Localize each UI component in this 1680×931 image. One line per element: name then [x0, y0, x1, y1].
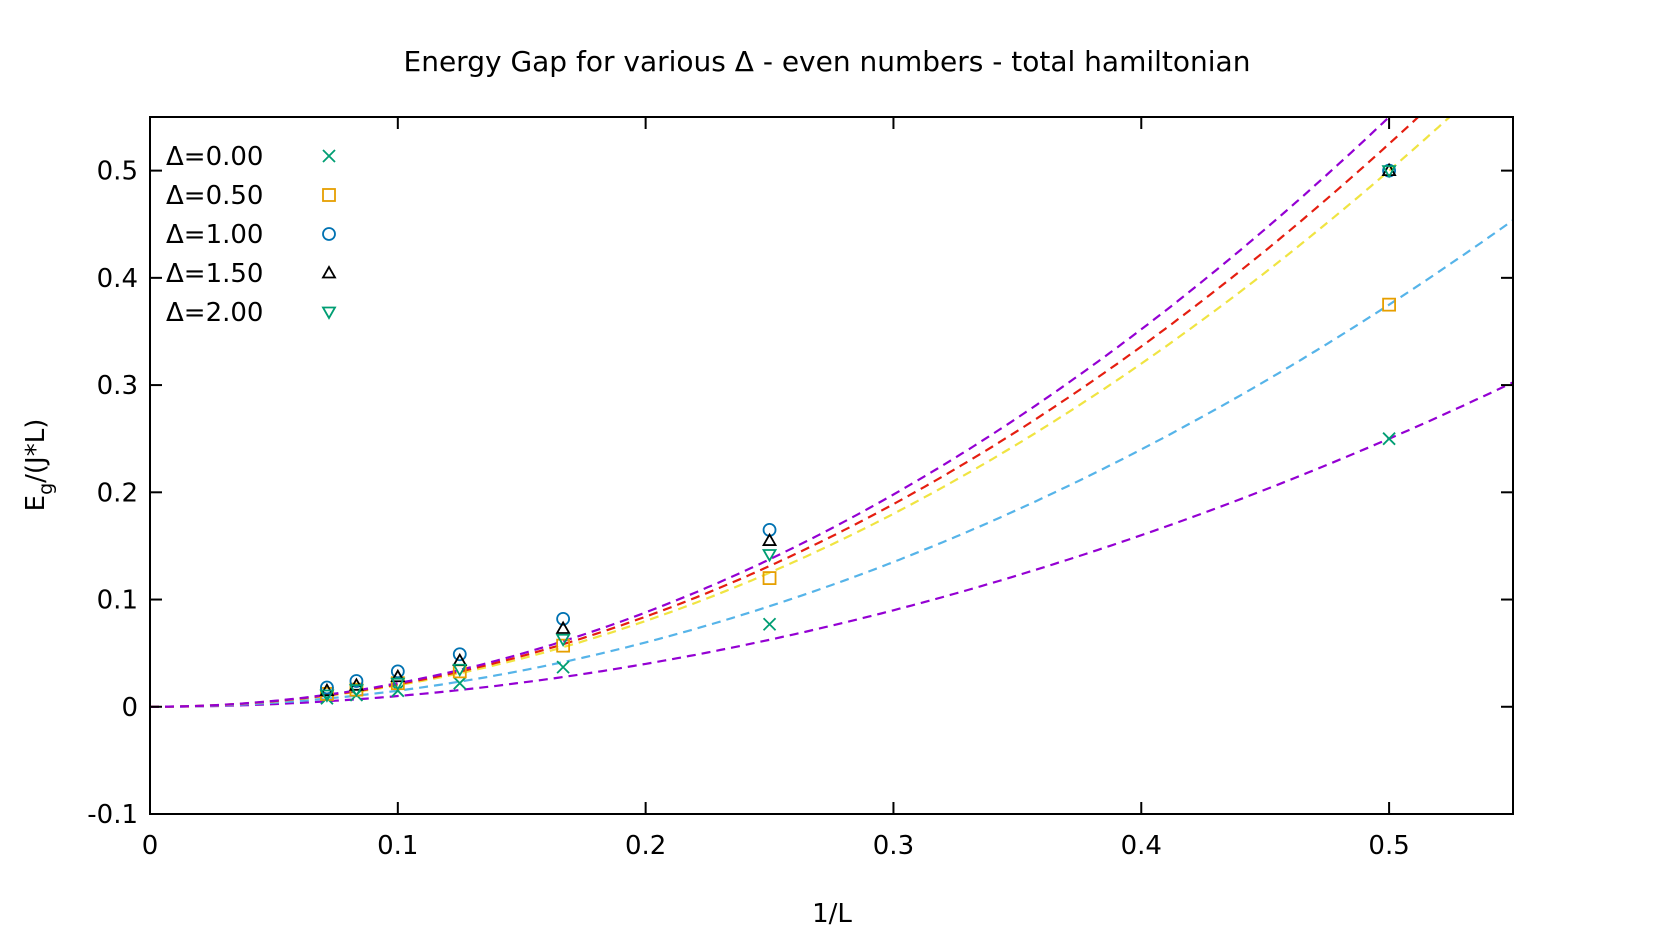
x-tick-label: 0.4 — [1121, 831, 1162, 861]
fit-curves — [150, 116, 1514, 708]
fit-curve — [150, 116, 1390, 708]
series-4 — [319, 165, 1397, 703]
data-point — [348, 684, 364, 698]
legend-label: Δ=1.00 — [166, 220, 263, 250]
plot-frame — [149, 116, 1514, 815]
fit-curve — [150, 116, 1451, 708]
data-point — [1382, 432, 1396, 446]
legend-label: Δ=1.50 — [166, 259, 263, 289]
legend-marker — [321, 306, 337, 320]
x-axis-ticks: 0 0.1 0.2 0.3 0.4 0.5 — [142, 117, 1410, 861]
data-point — [556, 611, 571, 626]
legend-label: Δ=0.00 — [166, 142, 263, 172]
legend: Δ=0.00 Δ=0.50 Δ=1.00 Δ=1.50 Δ=2.00 — [166, 142, 337, 328]
data-point — [1382, 297, 1396, 312]
data-point — [320, 680, 334, 695]
data-point — [319, 689, 335, 703]
data-point — [349, 674, 364, 688]
data-point — [555, 633, 571, 648]
legend-marker — [322, 149, 336, 163]
fit-curve — [150, 219, 1514, 708]
y-tick-label: 0.4 — [97, 264, 138, 294]
series-2 — [320, 163, 1396, 695]
data-point — [556, 660, 570, 674]
data-point — [556, 638, 571, 653]
series-1 — [320, 297, 1396, 701]
x-tick-label: 0 — [142, 831, 159, 861]
y-axis-label-subscript: g — [35, 483, 57, 495]
legend-marker — [322, 188, 336, 202]
data-points — [319, 162, 1397, 705]
legend-marker — [321, 265, 337, 279]
y-tick-label: 0.3 — [97, 371, 138, 401]
y-tick-label: 0.2 — [97, 478, 138, 508]
data-point — [555, 620, 571, 634]
data-point — [390, 664, 405, 679]
data-point — [390, 668, 406, 683]
data-point — [452, 663, 468, 678]
data-point — [1381, 165, 1397, 179]
y-axis-label-tail: /(J*L) — [21, 419, 51, 483]
data-point — [452, 647, 467, 662]
x-tick-label: 0.5 — [1368, 831, 1409, 861]
fit-curve — [150, 116, 1419, 708]
data-point — [761, 549, 778, 563]
x-tick-label: 0.3 — [873, 831, 914, 861]
legend-marker — [322, 227, 336, 241]
series-3 — [319, 162, 1397, 697]
y-tick-label: -0.1 — [87, 800, 138, 830]
data-point — [390, 677, 406, 691]
y-tick-label: 0.5 — [97, 157, 138, 187]
y-axis-label-main: E — [21, 495, 51, 511]
y-tick-label: 0 — [121, 693, 138, 723]
fit-curve — [150, 381, 1514, 708]
x-axis-label: 1/L — [812, 899, 852, 929]
data-point — [762, 617, 777, 631]
legend-label: Δ=0.50 — [166, 181, 263, 211]
legend-label: Δ=2.00 — [166, 298, 263, 328]
data-point — [453, 676, 467, 690]
data-point — [761, 532, 778, 546]
x-tick-label: 0.2 — [625, 831, 666, 861]
chart-title: Energy Gap for various Δ - even numbers … — [404, 45, 1251, 78]
y-axis-ticks: -0.1 0 0.1 0.2 0.3 0.4 0.5 — [87, 157, 1513, 830]
x-tick-label: 0.1 — [377, 831, 418, 861]
y-axis-label: Eg/(J*L) — [21, 419, 57, 512]
data-point — [762, 571, 777, 585]
y-tick-label: 0.1 — [97, 586, 138, 616]
